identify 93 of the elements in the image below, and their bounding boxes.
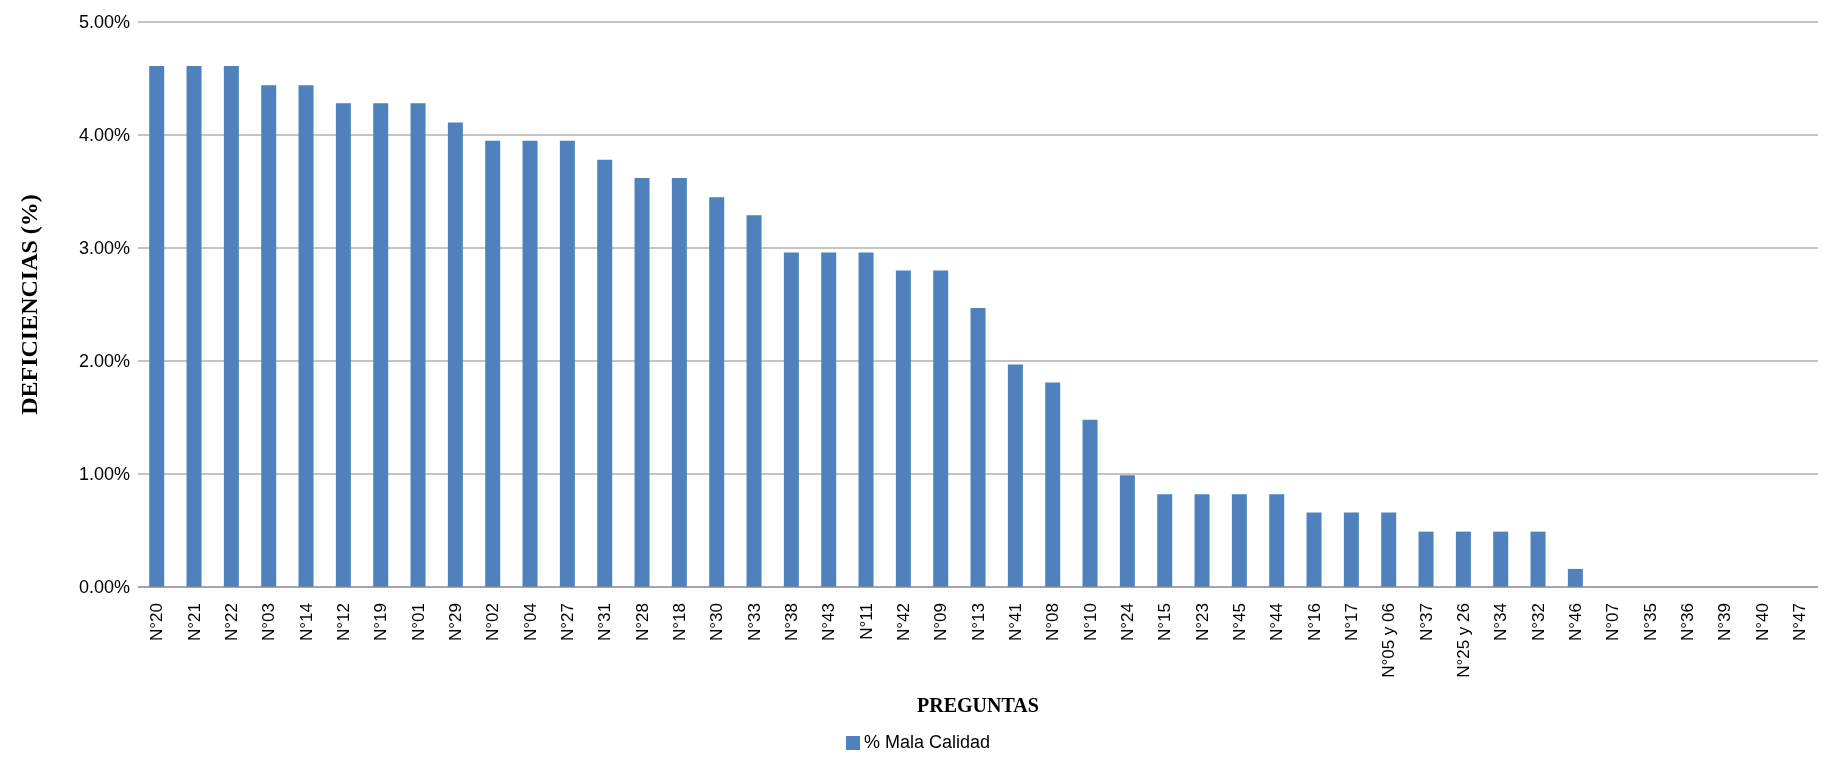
bar: [1493, 531, 1509, 587]
y-tick-label: 3.00%: [78, 238, 130, 259]
x-tick-label: N°12: [333, 603, 353, 641]
bar: [298, 85, 314, 587]
bar: [1231, 494, 1247, 587]
bar: [709, 197, 725, 587]
x-tick-label: N°38: [781, 603, 801, 641]
x-tick-label: N°42: [893, 603, 913, 641]
x-tick-label: N°18: [669, 603, 689, 641]
bar: [522, 140, 538, 587]
x-tick-label: N°47: [1789, 603, 1809, 641]
bar: [335, 103, 351, 587]
x-tick-label: N°41: [1005, 603, 1025, 641]
x-tick-label: N°17: [1341, 603, 1361, 641]
x-tick-label: N°14: [296, 603, 316, 641]
y-axis-title: DEFICIENCIAS (%): [15, 194, 42, 415]
x-tick-label: N°39: [1715, 603, 1735, 641]
x-tick-label: N°44: [1267, 603, 1287, 641]
bar: [1455, 531, 1471, 587]
x-tick-label: N°07: [1603, 603, 1623, 641]
bar: [410, 103, 426, 587]
bar: [1269, 494, 1285, 587]
bar: [970, 307, 986, 587]
x-tick-label: N°21: [184, 603, 204, 641]
bar: [634, 177, 650, 587]
bar: [671, 177, 687, 587]
x-tick-label: N°23: [1192, 603, 1212, 641]
x-tick-label: N°29: [445, 603, 465, 641]
x-tick-label: N°13: [968, 603, 988, 641]
bar: [821, 252, 837, 587]
bar: [1381, 512, 1397, 587]
bar: [1343, 512, 1359, 587]
bar: [597, 159, 613, 587]
bar: [261, 85, 277, 587]
x-axis-title: PREGUNTAS: [917, 694, 1039, 716]
x-tick-label: N°05 y 06: [1379, 603, 1399, 678]
x-tick-label: N°02: [483, 603, 503, 641]
y-tick-label: 1.00%: [78, 464, 130, 485]
x-tick-label: N°03: [259, 603, 279, 641]
bar: [373, 103, 389, 587]
y-tick-label: 2.00%: [78, 351, 130, 372]
x-tick-label: N°46: [1565, 603, 1585, 641]
x-tick-label: N°08: [1043, 603, 1063, 641]
bar: [447, 122, 463, 587]
bar: [149, 66, 165, 587]
x-tick-label: N°24: [1117, 603, 1137, 641]
bar: [559, 140, 575, 587]
bar: [858, 252, 874, 587]
y-tick-label: 5.00%: [78, 12, 130, 33]
bar: [1530, 531, 1546, 587]
bar: [1045, 382, 1061, 587]
x-tick-label: N°45: [1229, 603, 1249, 641]
bar: [223, 66, 239, 587]
bar: [1119, 475, 1135, 587]
bar: [1082, 419, 1098, 587]
x-tick-label: N°11: [856, 603, 876, 640]
bar: [186, 66, 202, 587]
x-tick-label: N°10: [1080, 603, 1100, 641]
x-tick-label: N°16: [1304, 603, 1324, 641]
x-tick-label: N°35: [1640, 603, 1660, 641]
x-tick-label: N°34: [1491, 603, 1511, 641]
bar: [1418, 531, 1434, 587]
y-tick-label: 0.00%: [78, 577, 130, 598]
bar: [485, 140, 501, 587]
x-tick-label: N°43: [819, 603, 839, 641]
bar: [783, 252, 799, 587]
x-tick-label: N°19: [371, 603, 391, 641]
x-tick-label: N°20: [147, 603, 167, 641]
y-tick-label: 4.00%: [78, 125, 130, 146]
bar: [933, 270, 949, 587]
x-tick-label: N°37: [1416, 603, 1436, 641]
x-tick-label: N°40: [1752, 603, 1772, 641]
legend-label: % Mala Calidad: [863, 732, 991, 752]
bar: [1007, 364, 1023, 587]
x-tick-label: N°25 y 26: [1453, 603, 1473, 678]
x-tick-label: N°28: [632, 603, 652, 641]
x-tick-label: N°09: [931, 603, 951, 641]
x-tick-label: N°30: [707, 603, 727, 641]
x-tick-label: N°22: [221, 603, 241, 641]
bar: [1306, 512, 1322, 587]
x-tick-label: N°15: [1155, 603, 1175, 641]
x-tick-label: N°36: [1677, 603, 1697, 641]
bar: [1194, 494, 1210, 587]
bar: [1157, 494, 1173, 587]
bar: [895, 270, 911, 587]
bar: [1567, 568, 1583, 587]
x-tick-label: N°04: [520, 603, 540, 641]
x-tick-label: N°27: [557, 603, 577, 641]
bar: [746, 215, 762, 587]
x-tick-label: N°01: [408, 603, 428, 641]
x-tick-label: N°33: [744, 603, 764, 641]
x-tick-label: N°31: [595, 603, 615, 641]
x-tick-label: N°32: [1528, 603, 1548, 641]
